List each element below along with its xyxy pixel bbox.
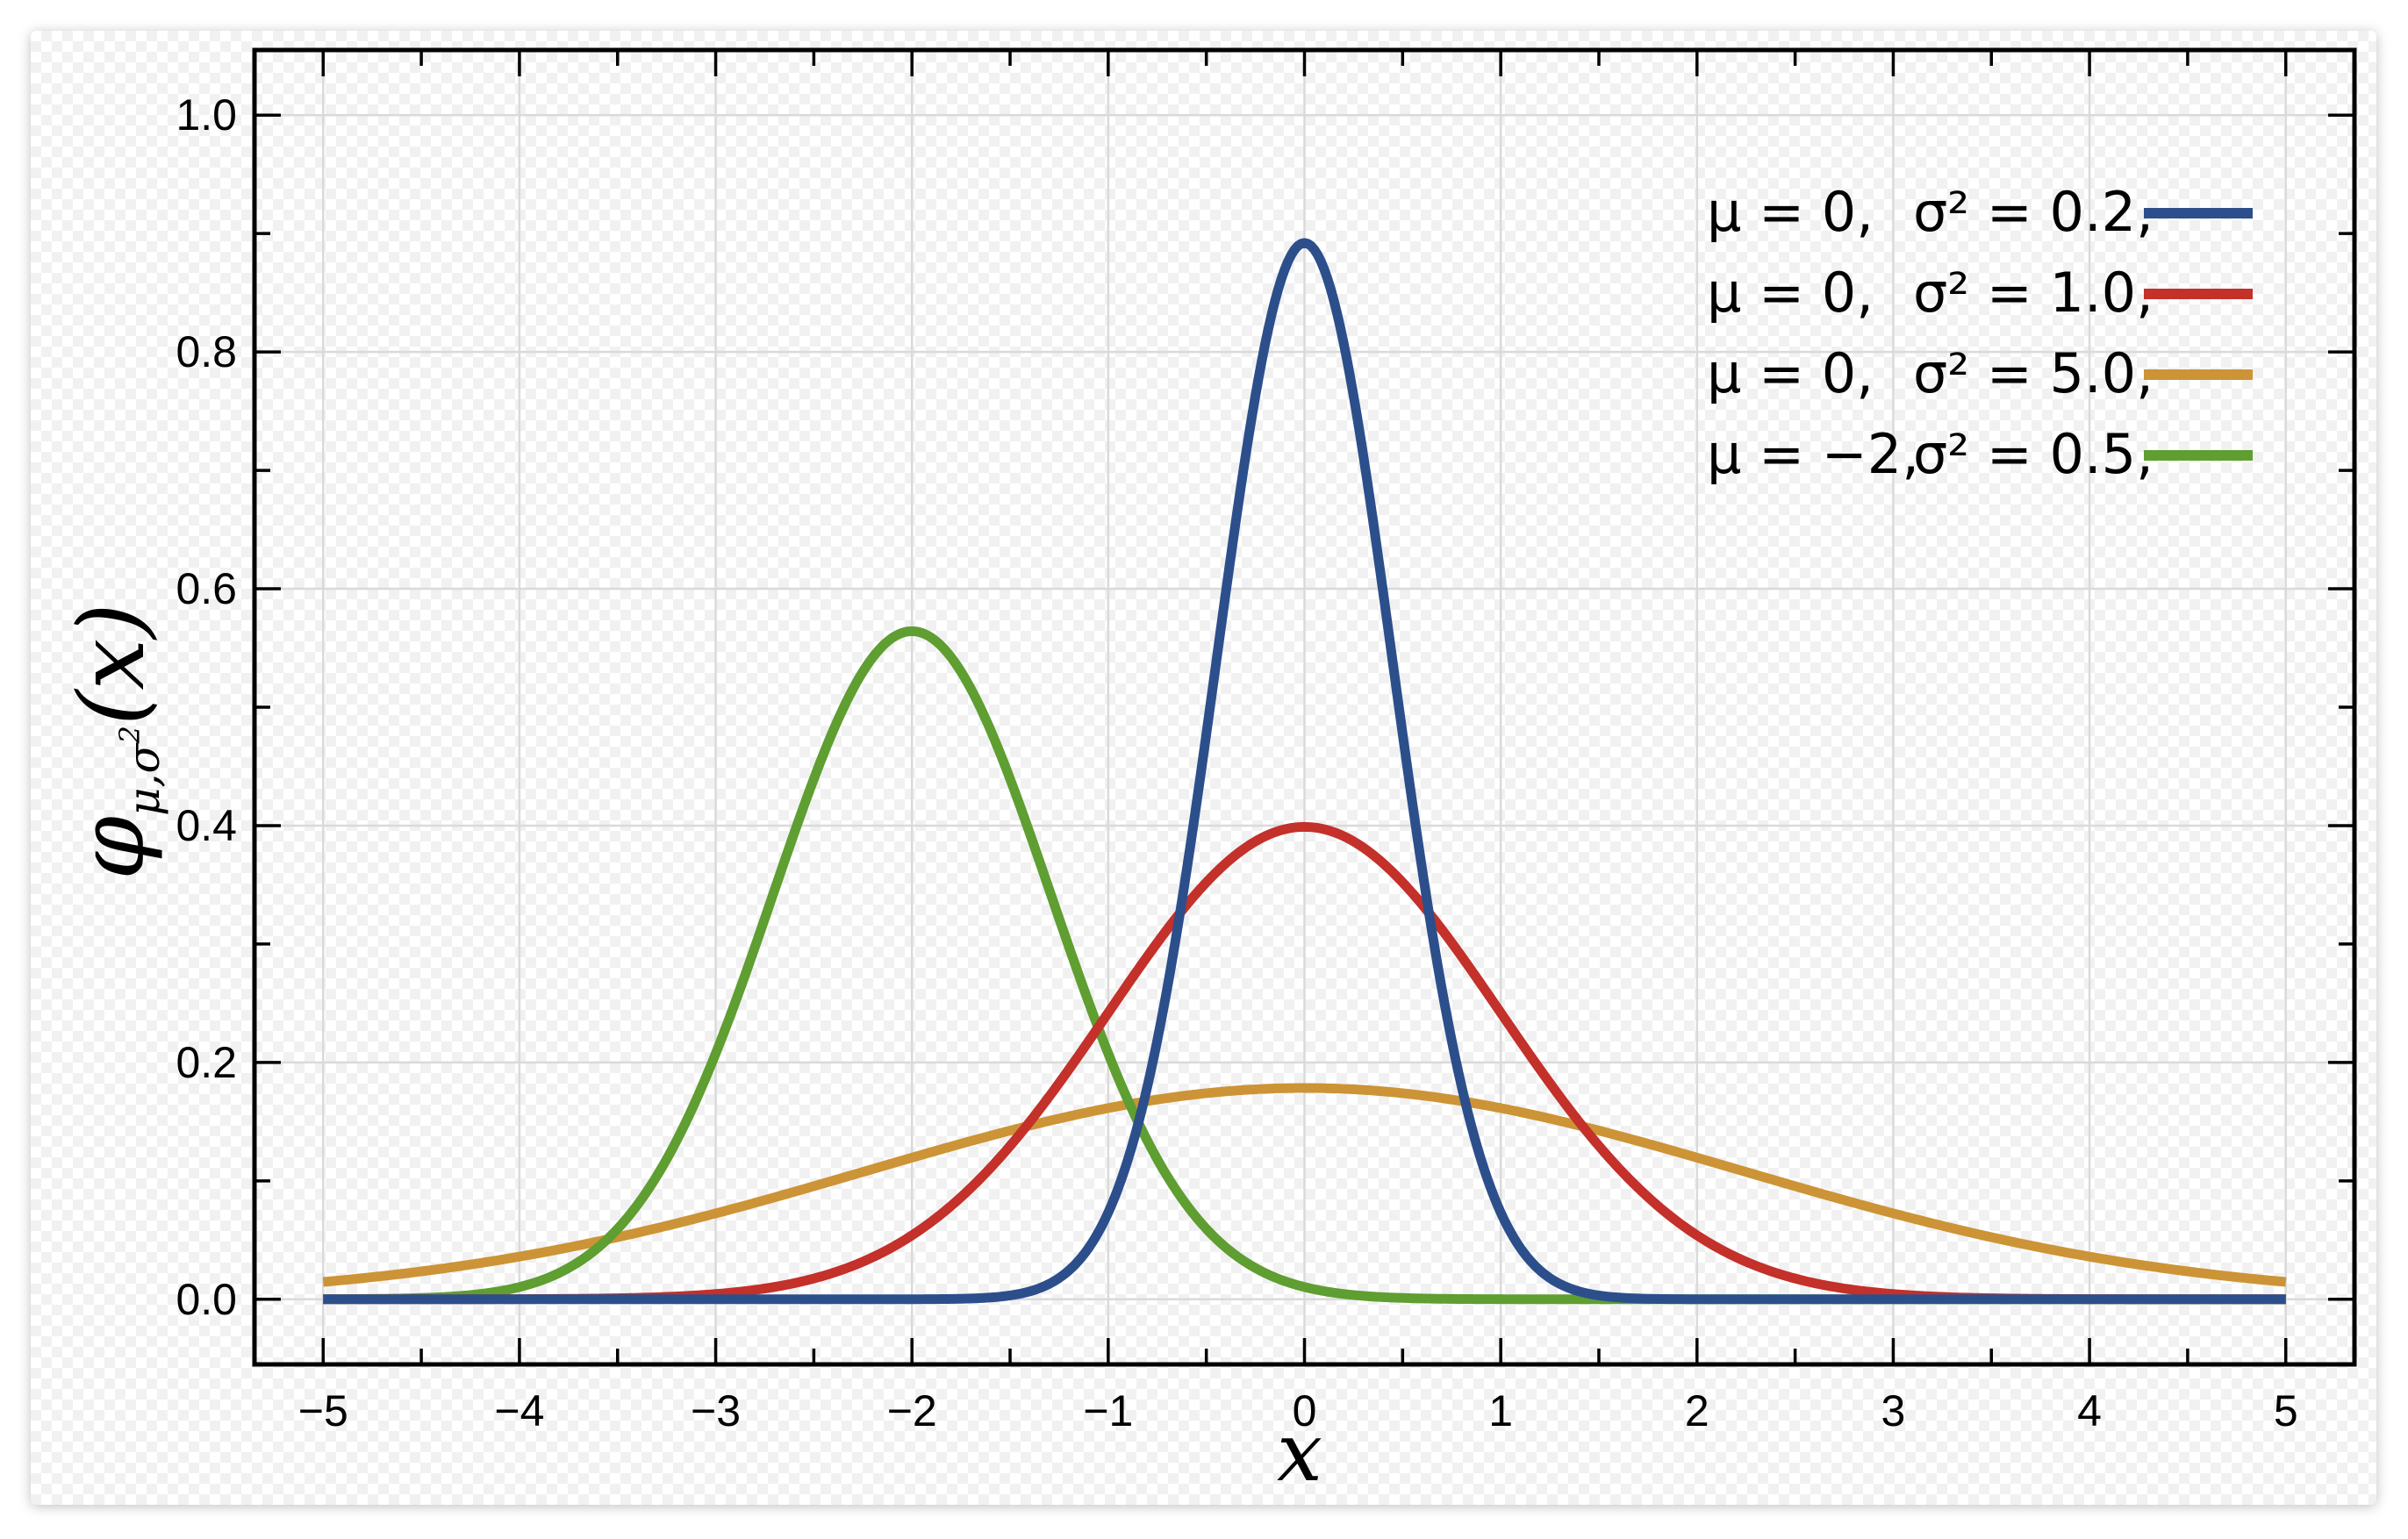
y-label-argument: (x)	[58, 603, 165, 726]
y-label-superscript: 2	[113, 726, 147, 744]
series-curve	[321, 238, 2288, 1305]
x-tick-label: 0	[1293, 1386, 1317, 1435]
svg-text:φμ,σ2(x): φμ,σ2(x)	[58, 603, 169, 880]
x-tick-label: −3	[691, 1386, 741, 1435]
x-tick-labels: −5 −4 −3 −2 −1 0 1 2 3 4 5	[298, 1386, 2298, 1435]
series-curve	[321, 1083, 2288, 1287]
legend-entry: μ = 0, σ² = 0.2,	[1707, 180, 2253, 244]
legend-mu-label: μ = −2,	[1707, 422, 1919, 486]
y-tick-label: 0.2	[176, 1038, 237, 1087]
x-tick-label: −5	[298, 1386, 348, 1435]
legend-variance-label: σ² = 0.2,	[1913, 180, 2154, 244]
figure-background: −5 −4 −3 −2 −1 0 1 2 3 4 5 0.0 0.2 0.4 0.6 0.8 1.0 μ = …	[31, 31, 2376, 1505]
legend-variance-label: σ² = 5.0,	[1913, 341, 2154, 405]
legend-mu-label: μ = 0,	[1707, 180, 1874, 244]
y-tick-label: 0.4	[176, 801, 237, 850]
axis-ticks	[254, 50, 2354, 1364]
y-tick-label: 0.8	[176, 327, 237, 376]
y-tick-label: 0.6	[176, 564, 237, 613]
legend: μ = 0, σ² = 0.2, μ = 0, σ² = 1.0, μ = 0, σ² =…	[1707, 180, 2253, 486]
x-tick-label: −1	[1083, 1386, 1133, 1435]
x-tick-label: 2	[1685, 1386, 1709, 1435]
y-tick-label: 0.0	[176, 1275, 237, 1324]
legend-entry: μ = 0, σ² = 1.0,	[1707, 261, 2253, 325]
y-tick-label: 1.0	[176, 90, 237, 140]
plot-frame	[252, 47, 2357, 1367]
y-label-symbol: φ	[58, 816, 165, 880]
x-tick-label: −4	[494, 1386, 544, 1435]
x-tick-label: −2	[887, 1386, 937, 1435]
curves	[321, 238, 2288, 1305]
x-tick-label: 5	[2274, 1386, 2298, 1435]
legend-mu-label: μ = 0,	[1707, 341, 1874, 405]
legend-entry: μ = −2,σ² = 0.5,	[1707, 422, 2253, 486]
y-axis-label: φμ,σ2(x)	[58, 603, 169, 880]
legend-variance-label: σ² = 1.0,	[1913, 261, 2154, 325]
y-tick-labels: 0.0 0.2 0.4 0.6 0.8 1.0	[176, 90, 237, 1324]
x-axis-label: x	[1277, 1406, 1322, 1500]
normal-distribution-chart: −5 −4 −3 −2 −1 0 1 2 3 4 5 0.0 0.2 0.4 0.6 0.8 1.0 μ = …	[58, 47, 2357, 1500]
x-tick-label: 3	[1881, 1386, 1906, 1435]
legend-mu-label: μ = 0,	[1707, 261, 1874, 325]
x-tick-label: 4	[2077, 1386, 2102, 1435]
y-label-subscript: μ,σ	[118, 742, 169, 816]
x-tick-label: 1	[1488, 1386, 1513, 1435]
legend-entry: μ = 0, σ² = 5.0,	[1707, 341, 2253, 405]
legend-variance-label: σ² = 0.5,	[1913, 422, 2154, 486]
